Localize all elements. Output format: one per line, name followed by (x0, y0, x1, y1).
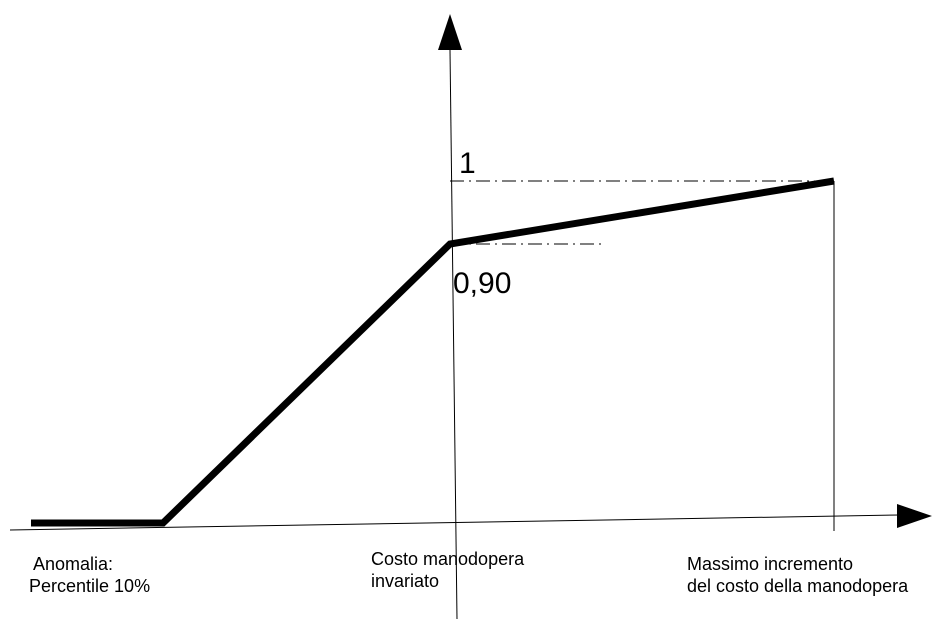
center-annotation-line2: invariato (371, 570, 440, 591)
y-knee-value-label: 0,90 (453, 267, 512, 300)
left-annotation: Anomalia: Percentile 10% (29, 554, 150, 598)
left-annotation-line1: Anomalia: (33, 554, 114, 574)
x-axis-arrowhead (897, 504, 932, 528)
y-top-value-label: 1 (459, 147, 476, 180)
center-annotation-line1: Costo manodopera (371, 549, 525, 569)
left-annotation-line2: Percentile 10% (29, 575, 151, 596)
center-annotation: Costo manodopera invariato (371, 549, 524, 593)
x-axis-line (9, 514, 901, 531)
right-annotation: Massimo incremento del costo della manod… (687, 554, 908, 598)
piecewise-curve (31, 177, 835, 527)
y-axis-line (449, 49, 458, 619)
right-annotation-line2: del costo della manodopera (687, 575, 909, 596)
y-axis-arrowhead (438, 14, 462, 50)
right-annotation-line1: Massimo incremento (687, 554, 854, 574)
